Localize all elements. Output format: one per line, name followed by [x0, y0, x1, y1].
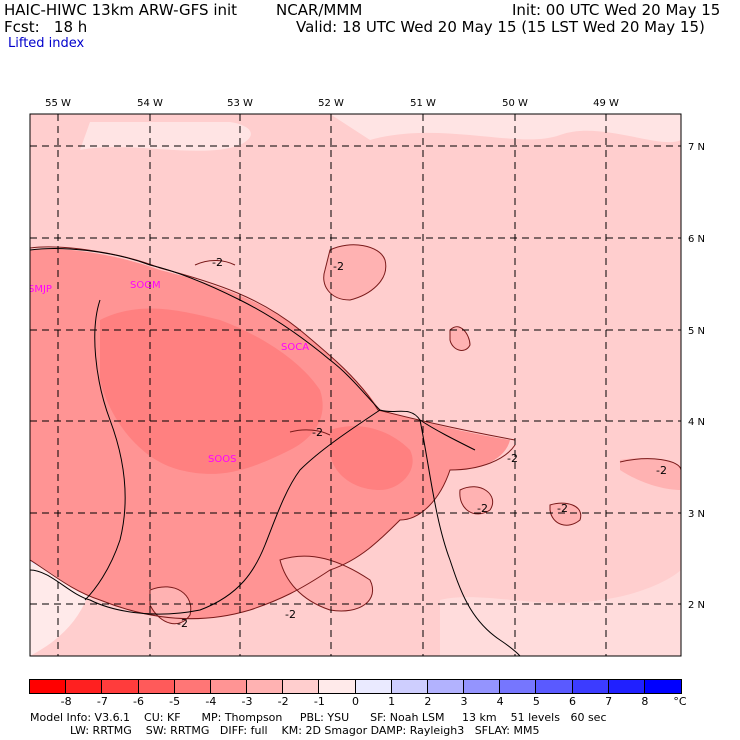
station-label: SOCA [281, 342, 309, 353]
shade-region [280, 556, 373, 611]
shade-region [450, 326, 470, 351]
colorbar-swatch [137, 679, 176, 694]
colorbar-label: -7 [96, 695, 108, 708]
colorbar-swatch [607, 679, 646, 694]
init-time: Init: 00 UTC Wed 20 May 15 [512, 1, 721, 19]
colorbar-swatch [282, 679, 321, 694]
shade-region [330, 426, 413, 490]
colorbar-label: -5 [169, 695, 181, 708]
lat-label: 2 N [688, 600, 705, 611]
lon-label: 50 W [502, 98, 528, 109]
contour-line [459, 486, 494, 515]
colorbar-label: 0 [352, 695, 359, 708]
forecast-hour: Fcst: 18 h [4, 18, 88, 36]
colorbar-label: 2 [424, 695, 432, 708]
colorbar-swatch [318, 679, 357, 694]
contour-line [279, 555, 373, 612]
map-frame [29, 113, 682, 657]
colorbar-label: -1 [313, 695, 325, 708]
colorbar-label: 7 [605, 695, 613, 708]
contour-line [619, 458, 681, 471]
colorbar-swatch [173, 679, 212, 694]
station-label: SOGM [130, 280, 161, 291]
colorbar-label: 8 [641, 695, 649, 708]
footer-model-info: Model Info: V3.6.1 CU: KF MP: Thompson P… [30, 711, 607, 724]
colorbar-swatch [65, 679, 104, 694]
lat-label: 3 N [688, 509, 705, 520]
shade-region [550, 503, 581, 526]
contour-line [149, 586, 192, 625]
colorbar-label: 5 [532, 695, 540, 708]
lat-label: 5 N [688, 326, 705, 337]
colorbar-label: -6 [133, 695, 144, 708]
valid-time: Valid: 18 UTC Wed 20 May 15 (15 LST Wed … [296, 18, 705, 36]
colorbar-swatch [426, 679, 465, 694]
contour-label: -2 [177, 617, 188, 630]
contour-label: -2 [333, 260, 344, 273]
lon-label: 49 W [593, 98, 619, 109]
colorbar-unit: °C [673, 695, 687, 708]
contour-line [323, 244, 387, 301]
contour-line [194, 260, 236, 266]
lat-label: 4 N [688, 417, 705, 428]
shade-patch [80, 122, 251, 151]
contour-line [289, 429, 331, 436]
contour-label: -2 [285, 608, 296, 621]
lon-label: 55 W [45, 98, 71, 109]
colorbar-swatch [390, 679, 429, 694]
colorbar-label: 3 [460, 695, 468, 708]
border-line [419, 419, 521, 656]
colorbar-label: -8 [60, 695, 72, 708]
contour-label: -2 [507, 452, 518, 465]
lat-label: 7 N [688, 142, 705, 153]
colorbar-swatch [499, 679, 538, 694]
lat-label: 6 N [688, 234, 705, 245]
contour-label: -2 [557, 502, 568, 515]
shade-region [100, 308, 323, 474]
lon-label: 54 W [137, 98, 163, 109]
coastline [30, 248, 476, 451]
colorbar-swatch [354, 679, 393, 694]
station-label: SOOS [208, 454, 236, 465]
colorbar-swatch [28, 679, 68, 694]
contour-line [549, 502, 582, 526]
contour-line [449, 326, 471, 351]
colorbar-swatch [571, 679, 610, 694]
contour-label: -2 [477, 502, 488, 515]
institution: NCAR/MMM [276, 1, 363, 19]
contour-label: -2 [312, 426, 323, 439]
colorbar-label: -3 [241, 695, 253, 708]
colorbar-label: 4 [496, 695, 504, 708]
lon-label: 53 W [227, 98, 253, 109]
station-label: SMJP [28, 284, 52, 295]
shade-region [459, 486, 493, 514]
colorbar-label: 6 [569, 695, 576, 708]
shade-patch [330, 114, 681, 143]
border-line [30, 409, 381, 615]
border-line [84, 299, 126, 601]
footer-physics-info: LW: RRTMG SW: RRTMG DIFF: full KM: 2D Sm… [70, 724, 540, 737]
contour-label: -2 [212, 256, 223, 269]
lon-label: 51 W [410, 98, 436, 109]
shade-region [323, 244, 386, 300]
field-name: Lifted index [8, 36, 85, 51]
colorbar-label: 1 [388, 695, 396, 708]
shade-patch [440, 570, 681, 656]
shade-region [620, 458, 681, 490]
contour-label: -2 [656, 464, 667, 477]
colorbar-swatch [209, 679, 248, 694]
colorbar-swatch [245, 679, 285, 694]
lon-label: 52 W [318, 98, 344, 109]
colorbar-swatch [462, 679, 502, 694]
colorbar-label: -2 [277, 695, 289, 708]
model-title: HAIC-HIWC 13km ARW-GFS init [4, 1, 238, 19]
colorbar-swatch [643, 679, 682, 694]
colorbar-swatch [101, 679, 140, 694]
colorbar-swatch [535, 679, 574, 694]
contour-line [30, 444, 516, 620]
colorbar-label: -4 [205, 695, 217, 708]
